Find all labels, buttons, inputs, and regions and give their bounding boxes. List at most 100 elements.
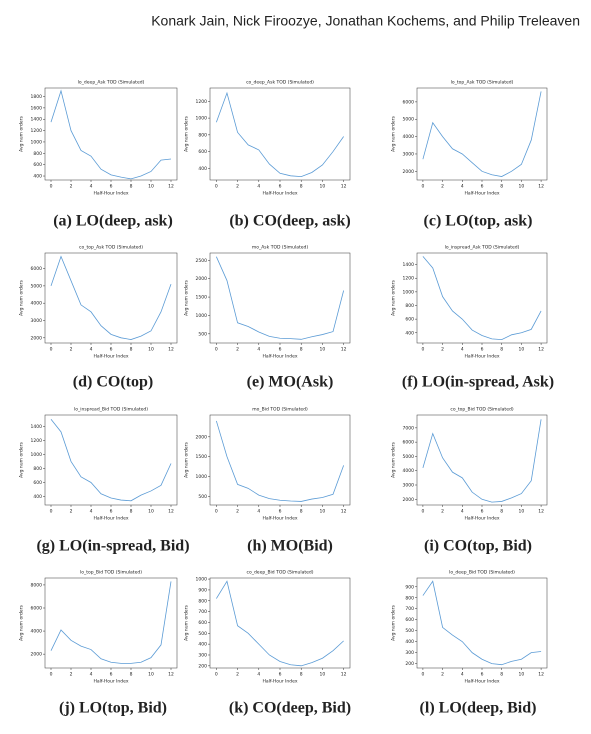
x-tick-label: 10 [519,509,525,515]
y-tick-label: 400 [33,174,42,180]
x-axis-label: Half-Hour Index [262,516,297,522]
x-tick-label: 6 [279,672,282,678]
x-tick-label: 2 [236,672,239,678]
y-tick-label: 800 [405,595,414,601]
y-tick-label: 6000 [403,440,415,446]
subfigure-caption: (a) LO(deep, ask) [53,213,173,230]
y-axis-label: Avg num orders [184,442,190,478]
y-tick-label: 6000 [403,99,415,105]
chart-title: lo_deep_Bid TOD (Simulated) [449,570,515,576]
chart-title: co_top_Bid TOD (Simulated) [450,407,513,413]
y-tick-label: 2000 [403,169,415,175]
y-tick-label: 500 [405,628,414,634]
x-tick-label: 8 [130,509,133,515]
y-tick-label: 1500 [196,454,208,460]
x-tick-label: 10 [320,672,326,678]
y-axis-label: Avg num orders [391,280,397,316]
plot-frame [209,87,351,181]
y-tick-label: 2000 [31,335,43,341]
x-tick-label: 12 [341,347,347,353]
x-tick-label: 12 [341,509,347,515]
x-tick-label: 12 [168,509,174,515]
y-tick-label: 800 [198,132,207,138]
x-tick-label: 2 [236,509,239,515]
x-tick-label: 2 [441,347,444,353]
y-tick-label: 600 [33,480,42,486]
x-tick-label: 2 [441,672,444,678]
x-tick-label: 10 [320,509,326,515]
y-tick-label: 500 [198,494,207,500]
x-tick-label: 0 [50,509,53,515]
x-tick-label: 0 [50,347,53,353]
data-line [50,418,172,502]
y-axis-label: Avg num orders [19,116,25,152]
y-tick-label: 800 [33,151,42,157]
subfigure-caption: (j) LO(top, Bid) [59,700,167,717]
y-tick-label: 900 [198,587,207,593]
x-tick-label: 2 [70,347,73,353]
x-tick-label: 4 [257,672,260,678]
y-tick-label: 3000 [403,483,415,489]
y-tick-label: 700 [198,609,207,615]
y-tick-label: 2500 [196,258,208,264]
y-axis-label: Avg num orders [184,605,190,641]
x-tick-label: 4 [257,347,260,353]
y-tick-label: 5000 [403,454,415,460]
y-tick-label: 1200 [196,99,208,105]
x-tick-label: 4 [90,184,93,190]
x-tick-label: 10 [519,672,525,678]
plot-frame [416,577,548,669]
x-tick-label: 0 [421,347,424,353]
data-line [422,256,542,340]
y-tick-label: 1200 [31,438,43,444]
x-tick-label: 0 [215,672,218,678]
y-tick-label: 1500 [196,295,208,301]
x-tick-label: 0 [215,347,218,353]
y-tick-label: 4000 [31,301,43,307]
x-tick-label: 2 [441,509,444,515]
x-tick-label: 10 [148,184,154,190]
x-tick-label: 8 [130,347,133,353]
x-tick-label: 10 [148,347,154,353]
x-tick-label: 6 [481,184,484,190]
plot-frame [416,414,548,506]
y-tick-label: 500 [198,631,207,637]
y-tick-label: 1000 [31,139,43,145]
x-axis-label: Half-Hour Index [464,679,499,685]
y-tick-label: 5000 [403,117,415,123]
x-axis-label: Half-Hour Index [262,354,297,360]
x-axis-label: Half-Hour Index [262,679,297,685]
chart-title: lo_top_Bid TOD (Simulated) [80,570,142,576]
x-axis-label: Half-Hour Index [464,516,499,522]
y-tick-label: 400 [405,639,414,645]
y-axis-label: Avg num orders [184,116,190,152]
y-tick-label: 600 [198,149,207,155]
y-tick-label: 400 [198,642,207,648]
y-axis-label: Avg num orders [184,280,190,316]
y-tick-label: 800 [198,598,207,604]
x-tick-label: 12 [538,509,544,515]
y-tick-label: 1200 [31,128,43,134]
y-tick-label: 600 [198,620,207,626]
x-tick-label: 0 [50,672,53,678]
y-axis-label: Avg num orders [19,280,25,316]
y-axis-label: Avg num orders [19,605,25,641]
y-tick-label: 1400 [31,117,43,123]
y-tick-label: 4000 [31,629,43,635]
subfigure-caption: (g) LO(in-spread, Bid) [36,538,189,555]
x-tick-label: 0 [215,184,218,190]
y-tick-label: 500 [198,331,207,337]
y-tick-label: 700 [405,606,414,612]
x-axis-label: Half-Hour Index [93,354,128,360]
y-tick-label: 6000 [31,266,43,272]
x-tick-label: 6 [279,509,282,515]
y-axis-label: Avg num orders [391,442,397,478]
y-tick-label: 300 [198,652,207,658]
y-tick-label: 2000 [196,434,208,440]
y-tick-label: 800 [405,303,414,309]
chart-title: co_deep_Ask TOD (Simulated) [246,80,314,86]
y-tick-label: 600 [405,317,414,323]
y-tick-label: 1800 [31,94,43,100]
chart-title: lo_inspread_Bid TOD (Simulated) [74,407,148,413]
